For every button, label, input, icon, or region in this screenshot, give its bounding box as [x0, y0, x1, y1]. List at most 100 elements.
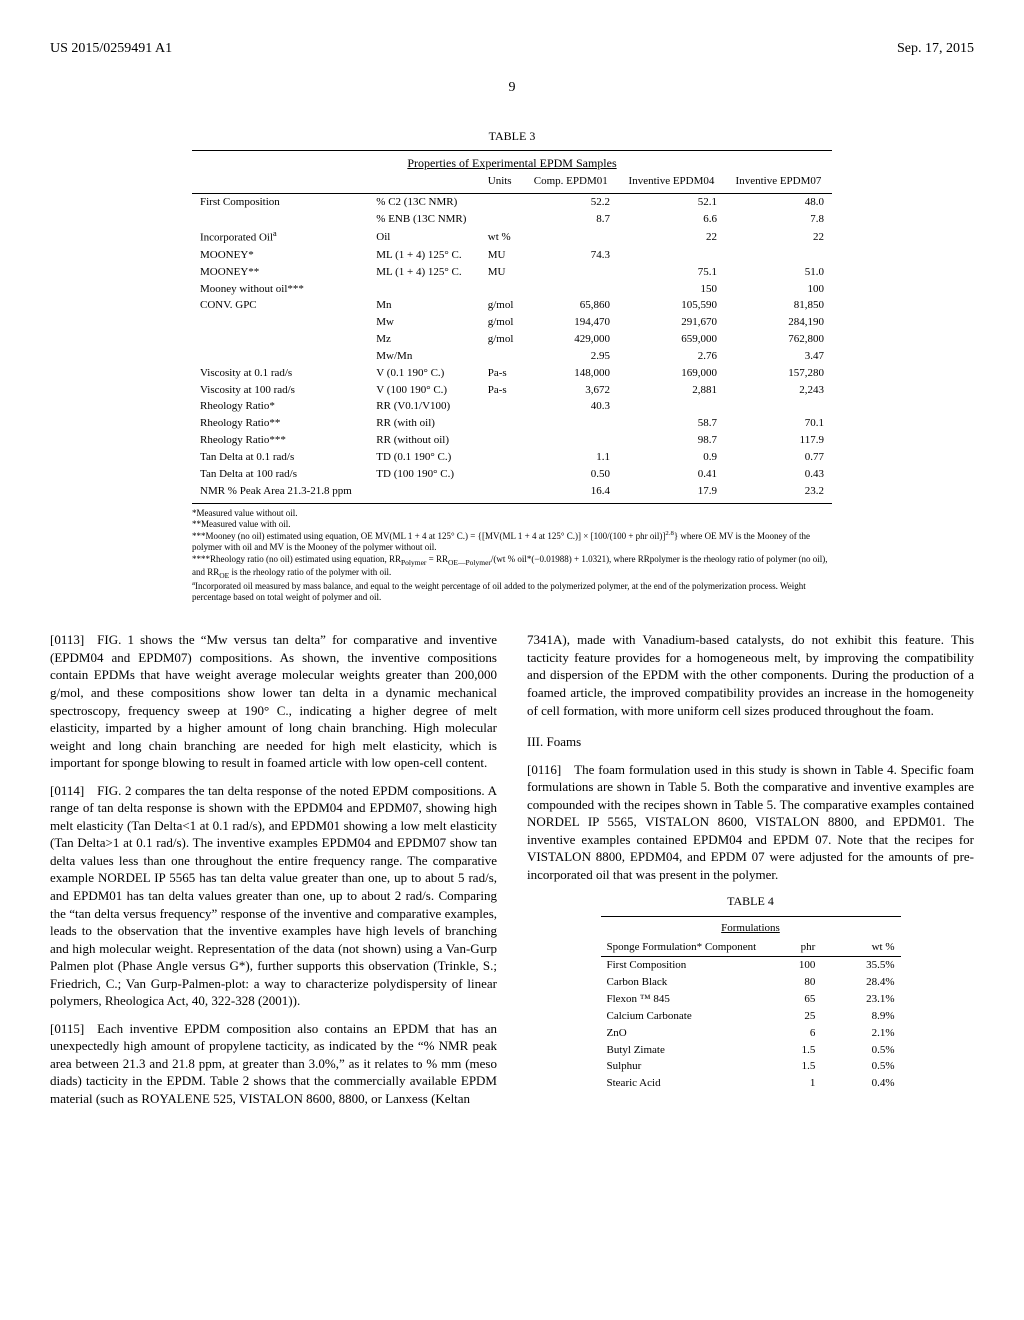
table3-cell: 75.1 — [618, 264, 725, 281]
table3-cell: Mz — [368, 331, 479, 348]
table3-cell: 74.3 — [524, 247, 618, 264]
para-0115a: [0115] Each inventive EPDM composition a… — [50, 1020, 497, 1108]
table4-cell: 65 — [766, 991, 822, 1008]
para-0115b: 7341A), made with Vanadium-based catalys… — [527, 631, 974, 719]
table3-cell — [480, 398, 524, 415]
section-iii-heading: III. Foams — [527, 733, 974, 751]
t4-h1: phr — [766, 939, 822, 956]
table3-cell: 284,190 — [725, 314, 832, 331]
table3-cell: 150 — [618, 281, 725, 298]
table3-cell: ML (1 + 4) 125° C. — [368, 247, 479, 264]
table4-cell: Calcium Carbonate — [601, 1008, 766, 1025]
table3-cell: 0.50 — [524, 466, 618, 483]
table4-cell: 0.5% — [821, 1058, 900, 1075]
table3-cell — [368, 483, 479, 503]
table3-footnote: *Measured value without oil. — [192, 508, 832, 519]
table3-title: Properties of Experimental EPDM Samples — [407, 156, 616, 174]
table3-cell: 0.43 — [725, 466, 832, 483]
table3-cell: 100 — [725, 281, 832, 298]
table3-col2: Units — [480, 173, 524, 193]
table3-cell: 6.6 — [618, 211, 725, 228]
table4-cell: ZnO — [601, 1025, 766, 1042]
page-header: US 2015/0259491 A1 Sep. 17, 2015 — [50, 40, 974, 59]
table3-cell: 23.2 — [725, 483, 832, 503]
table3-container: TABLE 3 Properties of Experimental EPDM … — [192, 128, 832, 604]
table3-col4: Inventive EPDM04 — [618, 173, 725, 193]
table3-cell: 0.77 — [725, 449, 832, 466]
table3-cell: 65,860 — [524, 297, 618, 314]
table3-cell: Oil — [368, 227, 479, 247]
table4-cell: 1 — [766, 1075, 822, 1092]
table3-cell: V (0.1 190° C.) — [368, 365, 479, 382]
table3-cell — [480, 415, 524, 432]
table3-cell: NMR % Peak Area 21.3-21.8 ppm — [192, 483, 368, 503]
table3-cell — [524, 432, 618, 449]
table4-cell: Carbon Black — [601, 974, 766, 991]
table3-cell — [480, 432, 524, 449]
table3-cell: MU — [480, 247, 524, 264]
table4-cell: Flexon ™ 845 — [601, 991, 766, 1008]
table3-cell: MOONEY* — [192, 247, 368, 264]
table3-cell: TD (100 190° C.) — [368, 466, 479, 483]
table3-cell: 148,000 — [524, 365, 618, 382]
table3-cell: 52.2 — [524, 193, 618, 210]
table3-cell: First Composition — [192, 193, 368, 210]
table4-cell: 2.1% — [821, 1025, 900, 1042]
table3-cell — [618, 247, 725, 264]
table3-cell: 3.47 — [725, 348, 832, 365]
table3-cell — [618, 398, 725, 415]
table3-cell: 2.95 — [524, 348, 618, 365]
table4-cell: 6 — [766, 1025, 822, 1042]
table3-cell: 169,000 — [618, 365, 725, 382]
table3-col1 — [368, 173, 479, 193]
table3-cell: 8.7 — [524, 211, 618, 228]
table3-cell: 58.7 — [618, 415, 725, 432]
table3-cell: g/mol — [480, 314, 524, 331]
table3-cell: % ENB (13C NMR) — [368, 211, 479, 228]
table3-cell: g/mol — [480, 297, 524, 314]
table3-cell — [524, 281, 618, 298]
table3-cell — [480, 211, 524, 228]
table4-cell: 25 — [766, 1008, 822, 1025]
table3-cell: 17.9 — [618, 483, 725, 503]
table3-cell: Mooney without oil*** — [192, 281, 368, 298]
two-column-layout: [0113] FIG. 1 shows the “Mw versus tan d… — [50, 631, 974, 1117]
table4-cell: 80 — [766, 974, 822, 991]
table3-cell: V (100 190° C.) — [368, 382, 479, 399]
table4-cell: Sulphur — [601, 1058, 766, 1075]
table3-cell: 3,672 — [524, 382, 618, 399]
table3-col0 — [192, 173, 368, 193]
table4-cell: Butyl Zimate — [601, 1042, 766, 1059]
table4-cell: 28.4% — [821, 974, 900, 991]
table3-cell — [480, 483, 524, 503]
table3-cell: Viscosity at 0.1 rad/s — [192, 365, 368, 382]
table3-cell: Mw/Mn — [368, 348, 479, 365]
table3-cell: 22 — [618, 227, 725, 247]
table3-cell — [480, 348, 524, 365]
table3-cell: 70.1 — [725, 415, 832, 432]
table3-cell: 117.9 — [725, 432, 832, 449]
table3-cell: 2,881 — [618, 382, 725, 399]
table3-footnote: ***Mooney (no oil) estimated using equat… — [192, 530, 832, 554]
table3-cell: 105,590 — [618, 297, 725, 314]
table3-cell — [192, 211, 368, 228]
table3-cell: MU — [480, 264, 524, 281]
table3: Properties of Experimental EPDM Samples … — [192, 150, 832, 504]
patent-date: Sep. 17, 2015 — [897, 40, 974, 59]
table4-cell: 23.1% — [821, 991, 900, 1008]
table3-cell — [480, 193, 524, 210]
table3-footnote: **Measured value with oil. — [192, 519, 832, 530]
table4-cell: Stearic Acid — [601, 1075, 766, 1092]
table3-col5: Inventive EPDM07 — [725, 173, 832, 193]
table3-cell: 659,000 — [618, 331, 725, 348]
table3-cell: 194,470 — [524, 314, 618, 331]
table3-cell: Pa-s — [480, 382, 524, 399]
patent-id: US 2015/0259491 A1 — [50, 40, 172, 59]
table3-cell — [480, 449, 524, 466]
table4-cell: 1.5 — [766, 1058, 822, 1075]
table4-title: Formulations — [721, 922, 780, 934]
table3-col3: Comp. EPDM01 — [524, 173, 618, 193]
table3-cell — [725, 398, 832, 415]
table4-cell: 8.9% — [821, 1008, 900, 1025]
t4-h2: wt % — [821, 939, 900, 956]
